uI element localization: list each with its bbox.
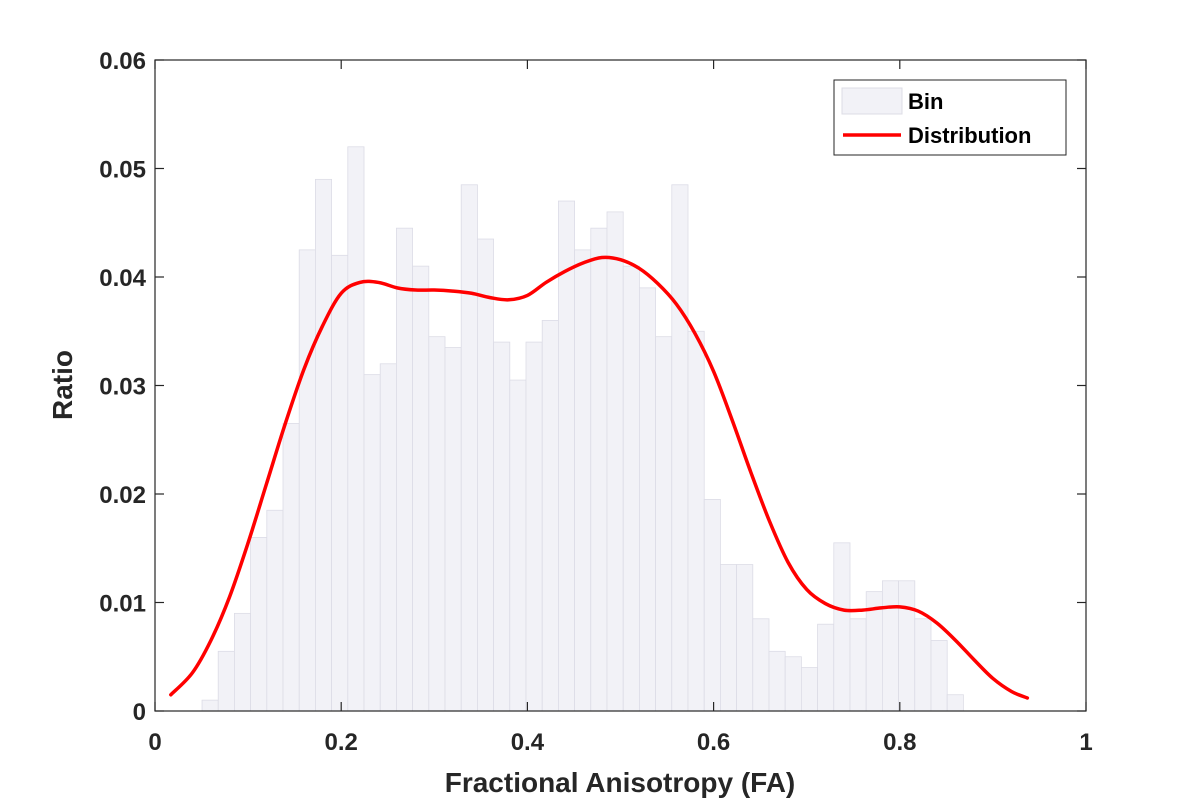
- histogram-bar: [331, 254, 349, 712]
- histogram-bar: [574, 249, 592, 712]
- x-axis-title: Fractional Anisotropy (FA): [445, 767, 796, 798]
- histogram-bar: [509, 379, 527, 712]
- legend: Bin Distribution: [833, 79, 1067, 156]
- legend-bin-swatch: [841, 87, 903, 115]
- histogram-bar: [201, 699, 219, 712]
- histogram-bar: [849, 618, 867, 712]
- histogram-bar: [898, 580, 916, 712]
- histogram-bar: [363, 374, 381, 712]
- distribution-line: [169, 255, 1030, 700]
- y-tick-label: 0.06: [99, 48, 146, 75]
- distribution-line-layer: [169, 255, 1030, 700]
- histogram-bar: [752, 618, 770, 712]
- y-tick-label: 0.04: [99, 265, 146, 292]
- histogram-bar: [428, 336, 446, 712]
- y-tick-label: 0.05: [99, 157, 146, 184]
- x-tick-label: 0: [148, 729, 161, 756]
- histogram-bar: [477, 238, 495, 712]
- x-tick-label: 0.4: [511, 729, 545, 756]
- legend-bin-label: Bin: [908, 89, 943, 114]
- histogram-bar: [282, 423, 300, 712]
- histogram-bar: [881, 580, 899, 712]
- legend-distribution-label: Distribution: [908, 123, 1031, 148]
- histogram-bar: [914, 618, 932, 712]
- y-axis-title: Ratio: [47, 350, 78, 420]
- histogram-bar: [606, 211, 624, 712]
- histogram-bar: [217, 650, 235, 712]
- histogram-bar: [800, 667, 818, 712]
- histogram-bar: [266, 509, 284, 712]
- x-tick-label: 0.8: [883, 729, 916, 756]
- histogram-bar: [622, 265, 640, 712]
- histogram-bar: [444, 347, 462, 712]
- histogram-bar: [655, 336, 673, 712]
- histogram-bar: [946, 694, 964, 712]
- histogram-bar: [298, 249, 316, 712]
- x-tick-label: 0.6: [697, 729, 730, 756]
- histogram-bar: [460, 184, 478, 712]
- histogram-bar: [639, 287, 657, 712]
- histogram-bars: [201, 146, 964, 712]
- histogram-bar: [234, 612, 252, 712]
- histogram-bar: [250, 537, 268, 712]
- histogram-bar: [817, 623, 835, 712]
- y-axis-ticks: 0 0.01 0.02 0.03 0.04 0.05 0.06: [99, 48, 1086, 726]
- histogram-bar: [736, 564, 754, 712]
- y-tick-label: 0.02: [99, 482, 146, 509]
- histogram-bar: [703, 499, 721, 712]
- histogram-bar: [558, 200, 576, 712]
- histogram-bar: [493, 341, 511, 712]
- histogram-bar: [833, 542, 851, 712]
- histogram-bar: [525, 341, 543, 712]
- y-tick-label: 0.01: [99, 591, 146, 618]
- histogram-bar: [768, 650, 786, 712]
- histogram-bar: [541, 319, 559, 712]
- histogram-bar: [396, 227, 414, 712]
- histogram-bar: [412, 265, 430, 712]
- histogram-bar: [347, 146, 365, 712]
- y-tick-label: 0.03: [99, 374, 146, 401]
- histogram-bar: [720, 564, 738, 712]
- histogram-bar: [687, 330, 705, 712]
- histogram-bar: [590, 227, 608, 712]
- histogram-bar: [930, 640, 948, 712]
- y-tick-label: 0: [133, 699, 146, 726]
- histogram-bar: [315, 178, 333, 712]
- histogram-bar: [784, 656, 802, 712]
- histogram-bar: [379, 363, 397, 712]
- histogram-bar: [671, 184, 689, 712]
- x-axis-ticks: 0 0.2 0.4 0.6 0.8 1: [148, 60, 1093, 756]
- x-tick-label: 1: [1079, 729, 1092, 756]
- x-tick-label: 0.2: [325, 729, 358, 756]
